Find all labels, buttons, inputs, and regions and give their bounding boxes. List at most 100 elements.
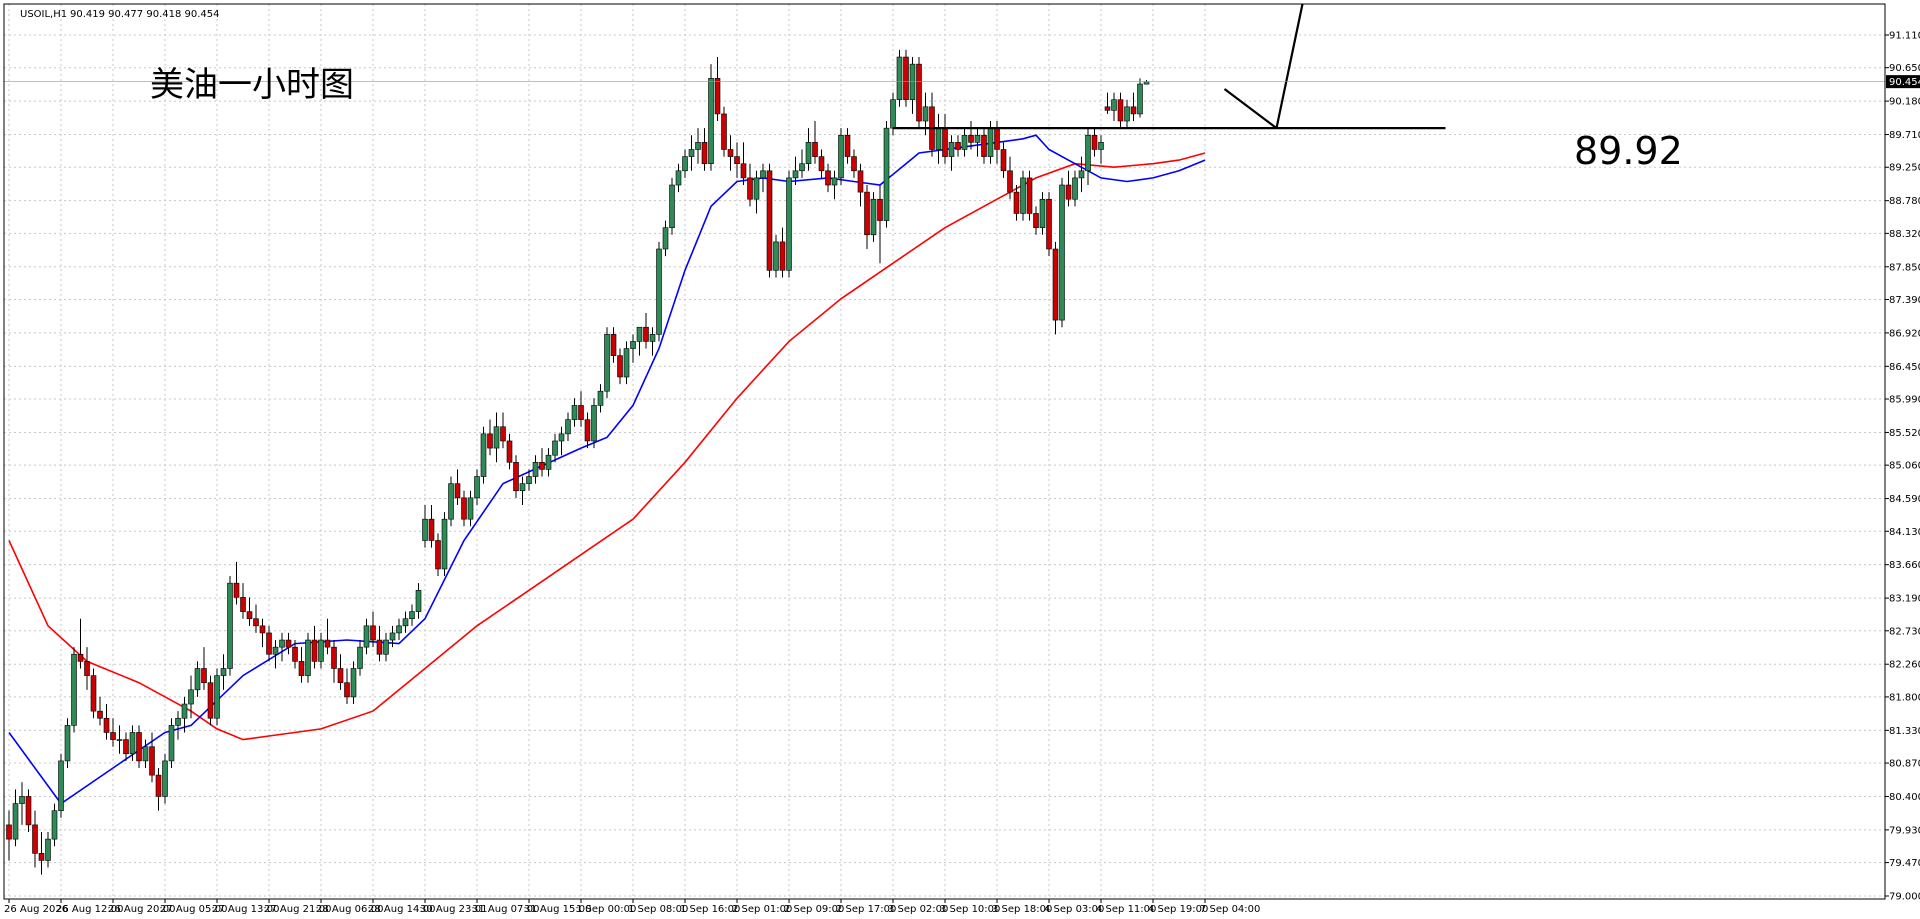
candle-body [1007, 170, 1013, 193]
candle-body [6, 824, 12, 840]
candle-body [38, 853, 45, 861]
candle [578, 391, 584, 427]
candle [480, 426, 487, 484]
candle [1130, 92, 1137, 122]
y-tick-label: 86.450 [1889, 362, 1920, 373]
candle [1046, 192, 1052, 257]
candle-body [968, 134, 974, 143]
candle [1104, 92, 1111, 114]
candle [1039, 192, 1046, 235]
candle [97, 696, 103, 726]
candle [25, 789, 32, 833]
candle [71, 647, 77, 733]
candle-body [337, 668, 344, 684]
candle [253, 604, 259, 633]
candle [1137, 78, 1143, 118]
candle-body [877, 198, 883, 221]
candle-body [266, 632, 272, 655]
candle [246, 597, 253, 626]
y-tick-label: 90.650 [1889, 63, 1920, 74]
candle-body [578, 405, 584, 420]
candle [324, 618, 331, 655]
candle [272, 640, 279, 669]
candle-body [623, 348, 630, 378]
candle-body [714, 78, 721, 115]
candle [662, 220, 669, 257]
candle [389, 625, 396, 648]
candle-body [1046, 198, 1052, 250]
candle [506, 433, 513, 470]
candle [883, 121, 890, 228]
candle [370, 611, 376, 648]
candle-body [760, 170, 766, 179]
candle [227, 576, 233, 676]
candle-body [519, 483, 526, 492]
candle-body [227, 582, 233, 669]
candle-body [58, 760, 64, 811]
candle [688, 135, 695, 171]
candle [1117, 92, 1124, 129]
candle [6, 810, 12, 861]
candle-body [656, 248, 662, 335]
candle-body [90, 675, 97, 712]
candle [201, 647, 207, 690]
candle [526, 469, 532, 491]
candle [181, 696, 188, 733]
candle [636, 326, 643, 356]
candle-body [604, 334, 610, 392]
candle [981, 128, 987, 164]
price-scale[interactable]: 91.110 90.650 90.180 89.710 89.250 88.780 88.3… [1885, 31, 1920, 903]
candle [318, 632, 324, 669]
candle-body [844, 134, 851, 157]
candle [584, 412, 591, 449]
candle-body [331, 646, 337, 669]
candle-body [454, 483, 461, 499]
x-tick-label: 4 Sep 19:00 [1148, 904, 1208, 915]
candle [441, 512, 448, 577]
x-tick-label: 3 Sep 18:00 [992, 904, 1052, 915]
y-tick-label: 88.780 [1889, 196, 1920, 207]
candle-body [428, 518, 435, 541]
candle [792, 156, 799, 186]
candle-body [708, 78, 714, 164]
candle-body [740, 163, 747, 179]
candle [1098, 135, 1104, 164]
candle [207, 675, 214, 726]
candle-body [753, 177, 760, 200]
candle-body [136, 732, 142, 762]
candle [760, 163, 766, 193]
candle-body [129, 732, 136, 755]
candle [58, 753, 64, 818]
candle-body [935, 127, 942, 150]
candle [162, 753, 168, 804]
x-tick-label: 4 Sep 03:00 [1044, 904, 1104, 915]
x-tick-label: 27 Aug 05:00 [160, 904, 227, 915]
candle-body [961, 134, 968, 150]
candle-body [864, 191, 870, 236]
candle [721, 106, 727, 157]
y-tick-label: 89.710 [1889, 130, 1920, 141]
candle [786, 170, 792, 278]
candle-body [97, 710, 103, 719]
candle [1013, 185, 1020, 221]
candle-body [526, 476, 532, 484]
candle-body [188, 689, 194, 705]
candle-body [1013, 191, 1020, 214]
candle-body [324, 639, 331, 648]
candle [266, 625, 272, 662]
y-tick-label: 86.920 [1889, 328, 1920, 339]
candle [805, 128, 812, 171]
candle-body [773, 241, 779, 271]
candle [12, 789, 19, 847]
x-tick-label: 7 Sep 04:00 [1200, 904, 1260, 915]
trend-lines[interactable] [4, 3, 1885, 130]
candle-body [396, 625, 402, 634]
candle [194, 661, 201, 697]
candle-body [669, 184, 675, 228]
candle-body [558, 433, 565, 442]
candle [669, 177, 675, 235]
candle-body [389, 632, 396, 641]
candle [1059, 177, 1065, 328]
